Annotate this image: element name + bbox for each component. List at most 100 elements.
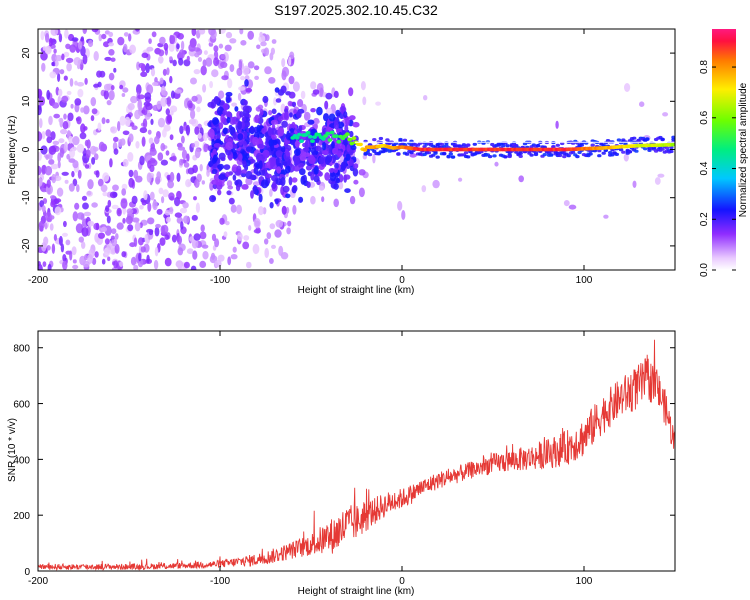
spectral-cell xyxy=(59,69,65,75)
colorbar-ticks: 0.0 0.2 0.4 0.6 0.8 xyxy=(699,60,736,277)
spectral-cell xyxy=(426,151,432,155)
spectral-cell xyxy=(46,89,51,100)
spectral-cell xyxy=(162,189,169,198)
colorbar-gradient xyxy=(712,29,736,270)
spectral-cell xyxy=(66,153,71,160)
spectral-cell xyxy=(113,148,119,155)
spectral-cell xyxy=(133,169,139,179)
spectral-cell xyxy=(46,136,53,144)
spectral-cell xyxy=(274,229,282,238)
spectral-cell xyxy=(639,101,645,107)
spectral-cell xyxy=(288,75,295,85)
spectral-cell xyxy=(372,153,376,164)
colorbar-label: Normalized spectral amplitude xyxy=(738,82,749,217)
spectral-cell xyxy=(166,96,172,107)
spectral-cell xyxy=(253,218,261,229)
spectral-cell xyxy=(199,164,203,172)
spectral-cell xyxy=(340,161,347,170)
spectral-cell xyxy=(264,247,270,259)
spectral-cell xyxy=(300,90,306,100)
spectral-cell xyxy=(104,56,112,61)
spectral-cell xyxy=(133,264,139,270)
spectral-cell xyxy=(69,250,73,261)
spectral-cell xyxy=(276,166,282,174)
spectral-cell xyxy=(113,260,119,269)
spectral-cell xyxy=(150,68,156,77)
spectral-cell xyxy=(40,145,48,155)
spectral-cell xyxy=(331,141,335,149)
spectral-cell xyxy=(225,221,230,226)
snr-x-tick-label: -200 xyxy=(28,576,48,587)
spectral-cell xyxy=(64,179,69,184)
spectral-cell xyxy=(41,205,46,213)
spectral-cell xyxy=(335,109,341,117)
spectral-cell xyxy=(117,121,121,132)
spectral-cell xyxy=(103,89,109,100)
spectral-cell xyxy=(83,211,92,217)
spectral-cell xyxy=(135,29,140,32)
spectral-cell xyxy=(664,146,670,150)
colorbar-tick-label: 0.6 xyxy=(699,110,710,124)
spectral-cell xyxy=(50,163,59,170)
spectral-cell xyxy=(179,125,184,135)
spectral-cell xyxy=(228,197,235,205)
spectral-cell xyxy=(160,143,166,152)
spectral-cell xyxy=(266,232,272,240)
spectral-cell xyxy=(84,139,89,147)
spectral-cell xyxy=(152,200,158,211)
spectral-cell xyxy=(220,156,226,162)
spectral-cell xyxy=(73,57,82,66)
spectral-cell xyxy=(51,102,60,109)
spectral-cell xyxy=(239,29,244,35)
spectral-cell xyxy=(119,115,126,126)
spectral-cell xyxy=(110,57,116,62)
spectral-cell xyxy=(367,153,373,157)
spectral-cell xyxy=(162,90,168,97)
spectral-cell xyxy=(38,264,43,270)
spectral-cell xyxy=(217,254,225,262)
spectral-cell xyxy=(601,151,606,155)
spectral-cell xyxy=(575,155,580,159)
spectral-cell xyxy=(91,202,98,208)
spectral-cell xyxy=(101,258,106,265)
spectral-cell xyxy=(248,225,252,231)
spectral-cell xyxy=(269,223,276,230)
snr-y-tick-label: 200 xyxy=(13,511,30,522)
spectral-cell xyxy=(623,153,629,162)
spectral-cell xyxy=(62,121,69,130)
spectral-cell xyxy=(147,202,152,212)
spectral-cell xyxy=(358,169,366,176)
spectral-cell xyxy=(329,172,337,182)
spectral-cell xyxy=(94,251,99,258)
spectral-cell xyxy=(92,146,99,152)
spectral-cell xyxy=(140,71,148,78)
spectral-cell xyxy=(121,93,126,97)
spectral-cell xyxy=(304,140,309,149)
spectral-cell xyxy=(444,141,449,145)
spectral-cell xyxy=(402,143,408,147)
spectral-cell xyxy=(194,126,200,135)
snr-ticks: -200 -100 0 100 0 200 400 600 800 xyxy=(13,331,675,587)
spectral-cell xyxy=(291,177,298,183)
spectral-cell xyxy=(296,111,302,119)
spectral-cell xyxy=(212,117,219,125)
spectral-cell xyxy=(220,61,228,68)
spectrogram-y-tick-label: 20 xyxy=(21,47,32,59)
spectral-cell xyxy=(293,109,298,115)
spectral-cell xyxy=(344,188,351,194)
spectral-cell xyxy=(120,198,128,209)
spectral-cell xyxy=(101,33,107,40)
spectral-cell xyxy=(194,52,200,58)
spectral-cell xyxy=(310,108,316,113)
spectral-cell xyxy=(318,140,323,146)
spectral-cell xyxy=(227,185,234,190)
spectral-cell xyxy=(69,78,74,87)
spectral-cell xyxy=(157,152,164,161)
spectral-cell xyxy=(225,31,233,39)
spectral-cell xyxy=(108,31,114,38)
spectral-cell xyxy=(306,181,311,188)
spectral-cell xyxy=(188,102,193,109)
spectral-cell xyxy=(178,57,184,66)
spectral-cell xyxy=(226,116,231,124)
